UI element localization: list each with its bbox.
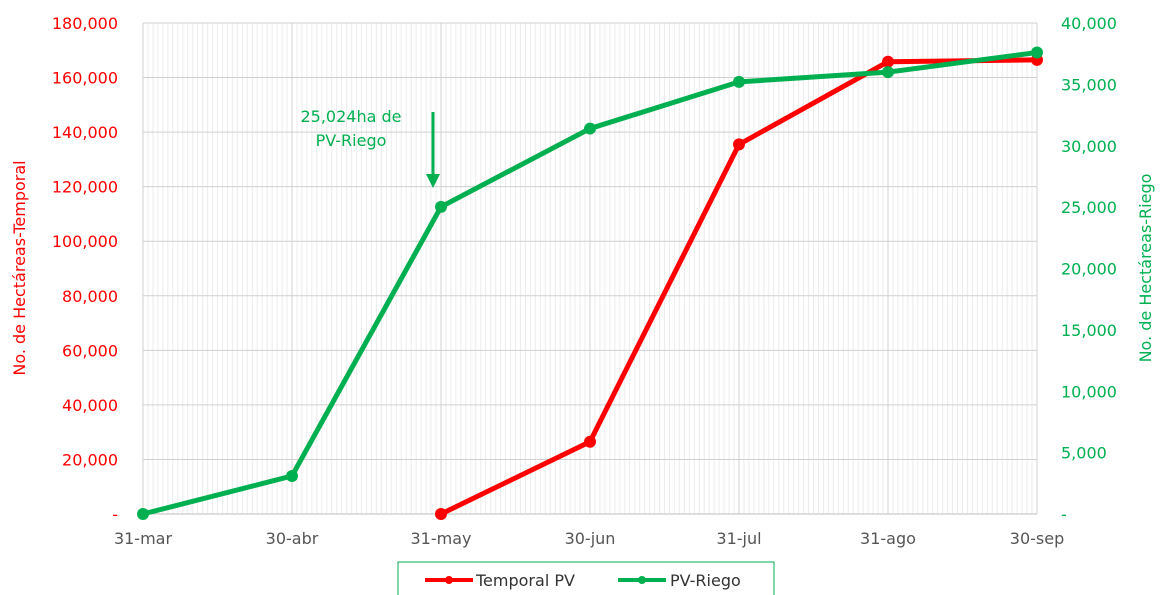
- data-point-temporal-pv: [435, 508, 447, 520]
- legend-temporal-marker: [445, 576, 453, 584]
- annotation: 25,024ha de PV-Riego: [300, 107, 440, 188]
- left-axis-ticks: - 20,000 40,000 60,000 80,000 100,000 120,000 1…: [52, 14, 118, 524]
- series-layer: [137, 46, 1043, 520]
- right-axis-title: No. de Hectáreas-Riego: [1136, 174, 1155, 363]
- data-point-pv-riego: [286, 469, 298, 482]
- legend-temporal-label: Temporal PV: [475, 571, 575, 590]
- right-tick-label: 15,000: [1061, 321, 1117, 340]
- left-tick-label: 100,000: [52, 232, 118, 251]
- x-tick-label: 30-abr: [266, 529, 319, 548]
- left-tick-label: 80,000: [62, 287, 118, 306]
- data-point-temporal-pv: [584, 435, 596, 448]
- data-point-pv-riego: [733, 75, 745, 88]
- data-point-pv-riego: [435, 200, 447, 213]
- x-tick-label: 31-may: [411, 529, 472, 548]
- legend-riego-label: PV-Riego: [670, 571, 741, 590]
- data-point-temporal-pv: [733, 138, 745, 151]
- data-point-pv-riego: [882, 66, 894, 79]
- data-point-pv-riego: [584, 122, 596, 135]
- legend: Temporal PV PV-Riego: [397, 561, 775, 595]
- x-axis-ticks: 31-mar 30-abr 31-may 30-jun 31-jul 31-ago 30-s…: [114, 529, 1064, 548]
- x-tick-label: 31-ago: [860, 529, 916, 548]
- right-tick-label: -: [1061, 505, 1067, 524]
- right-tick-label: 5,000: [1061, 444, 1107, 463]
- right-tick-label: 20,000: [1061, 260, 1117, 279]
- x-tick-label: 31-jul: [716, 529, 761, 548]
- right-tick-label: 25,000: [1061, 198, 1117, 217]
- left-tick-label: 20,000: [62, 450, 118, 469]
- data-point-pv-riego: [1031, 46, 1043, 59]
- left-tick-label: 160,000: [52, 69, 118, 88]
- left-tick-label: 40,000: [62, 396, 118, 415]
- right-tick-label: 35,000: [1061, 75, 1117, 94]
- annotation-line-1: 25,024ha de: [300, 107, 401, 126]
- x-tick-label: 30-jun: [565, 529, 616, 548]
- minor-gridlines: [147, 23, 1033, 514]
- right-axis-ticks: - 5,000 10,000 15,000 20,000 25,000 30,000 35,0…: [1061, 14, 1117, 524]
- right-tick-label: 30,000: [1061, 137, 1117, 156]
- left-tick-label: 60,000: [62, 341, 118, 360]
- annotation-line-2: PV-Riego: [316, 131, 387, 150]
- right-tick-label: 10,000: [1061, 382, 1117, 401]
- x-tick-label: 30-sep: [1010, 529, 1064, 548]
- left-tick-label: 140,000: [52, 123, 118, 142]
- annotation-arrow-head: [426, 174, 440, 188]
- left-tick-label: 120,000: [52, 178, 118, 197]
- left-axis-title: No. de Hectáreas-Temporal: [10, 160, 29, 375]
- right-tick-label: 40,000: [1061, 14, 1117, 33]
- legend-riego-marker: [638, 576, 646, 584]
- data-point-pv-riego: [137, 508, 149, 520]
- left-tick-label: -: [112, 505, 118, 524]
- x-tick-label: 31-mar: [114, 529, 173, 548]
- left-tick-label: 180,000: [52, 14, 118, 33]
- data-point-temporal-pv: [882, 55, 894, 68]
